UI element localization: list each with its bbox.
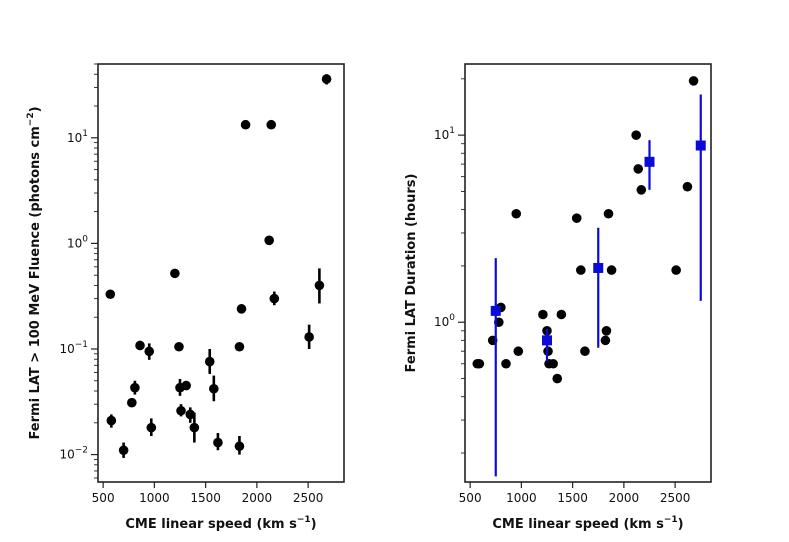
data-point bbox=[552, 373, 563, 384]
x-tick-label: 500 bbox=[92, 491, 115, 505]
data-point bbox=[118, 445, 129, 456]
binned-mean-marker bbox=[542, 335, 552, 346]
x-tick-label: 2000 bbox=[609, 491, 640, 505]
data-point bbox=[236, 304, 247, 314]
binned-mean-marker bbox=[644, 156, 655, 167]
data-point bbox=[474, 358, 485, 369]
data-point bbox=[266, 119, 277, 130]
y-tick-label: 100 bbox=[434, 313, 455, 329]
data-point bbox=[636, 185, 647, 195]
data-point bbox=[631, 130, 641, 140]
data-point bbox=[209, 383, 219, 394]
data-point bbox=[144, 346, 155, 357]
data-point bbox=[130, 382, 140, 393]
data-point bbox=[127, 397, 137, 408]
data-point bbox=[576, 265, 586, 275]
data-point bbox=[511, 208, 522, 219]
y-tick-label-base: 10 bbox=[434, 128, 449, 142]
y-tick-label: 101 bbox=[67, 129, 88, 145]
y-tick-label: 100 bbox=[67, 234, 88, 250]
y-tick-label-exponent: 1 bbox=[449, 126, 455, 136]
x-tick-label: 2000 bbox=[242, 491, 273, 505]
data-point bbox=[556, 309, 567, 320]
data-point bbox=[185, 409, 196, 420]
data-point bbox=[538, 309, 548, 320]
data-point bbox=[321, 74, 332, 84]
data-point bbox=[304, 332, 314, 342]
data-point bbox=[189, 422, 200, 433]
binned-mean-marker bbox=[695, 140, 706, 151]
data-point bbox=[181, 380, 191, 391]
data-point bbox=[682, 181, 693, 192]
x-tick-label: 500 bbox=[459, 491, 482, 505]
x-tick-label: 2500 bbox=[293, 491, 324, 505]
fluence-plot-frame bbox=[97, 63, 345, 483]
data-point bbox=[234, 341, 245, 352]
data-point bbox=[240, 119, 251, 130]
data-point bbox=[146, 422, 157, 433]
data-point bbox=[513, 346, 524, 357]
data-point bbox=[176, 405, 186, 416]
data-point bbox=[204, 356, 215, 367]
y-tick-label-exponent: −1 bbox=[75, 340, 88, 350]
fluence-y-axis-label: Fermi LAT > 100 MeV Fluence (photons cm−… bbox=[26, 106, 43, 439]
data-point bbox=[174, 341, 184, 352]
data-point bbox=[688, 76, 699, 86]
data-point bbox=[600, 335, 611, 346]
y-tick-label-exponent: 0 bbox=[449, 313, 455, 323]
data-point bbox=[234, 441, 245, 452]
y-tick-label-exponent: 0 bbox=[82, 234, 88, 244]
data-point bbox=[671, 265, 681, 275]
duration-marks bbox=[472, 76, 706, 477]
data-point bbox=[571, 213, 582, 223]
data-point bbox=[170, 268, 180, 279]
data-point bbox=[135, 340, 145, 351]
data-point bbox=[606, 265, 617, 275]
data-point bbox=[603, 208, 614, 219]
x-tick-label: 1000 bbox=[139, 491, 170, 505]
y-tick-label: 10−1 bbox=[59, 340, 88, 356]
y-tick-label-base: 10 bbox=[434, 315, 449, 329]
data-point bbox=[548, 358, 558, 369]
binned-mean-marker bbox=[593, 262, 604, 273]
y-tick-label: 10−2 bbox=[59, 446, 88, 462]
data-point bbox=[314, 280, 325, 291]
binned-mean-marker bbox=[490, 305, 501, 316]
x-tick-label: 1500 bbox=[557, 491, 588, 505]
duration-y-axis-label: Fermi LAT Duration (hours) bbox=[404, 174, 419, 373]
x-tick-label: 1000 bbox=[506, 491, 537, 505]
duration-plot-frame bbox=[464, 63, 712, 483]
y-tick-label: 101 bbox=[434, 126, 455, 142]
data-point bbox=[105, 289, 116, 300]
data-point bbox=[106, 415, 117, 426]
data-point bbox=[580, 346, 590, 357]
data-point bbox=[633, 164, 644, 174]
x-tick-label: 1500 bbox=[190, 491, 221, 505]
duration-x-axis-label: CME linear speed (km s−1) bbox=[492, 515, 683, 532]
y-tick-label-base: 10 bbox=[67, 236, 82, 250]
data-point bbox=[213, 437, 223, 448]
y-tick-label-exponent: −2 bbox=[75, 446, 88, 456]
fluence-x-axis-label: CME linear speed (km s−1) bbox=[125, 515, 316, 532]
y-tick-label-base: 10 bbox=[59, 448, 74, 462]
y-tick-label-exponent: 1 bbox=[82, 129, 88, 139]
y-tick-label-base: 10 bbox=[67, 131, 82, 145]
data-point bbox=[264, 235, 274, 246]
fluence-marks bbox=[105, 74, 332, 458]
y-tick-label-base: 10 bbox=[59, 342, 74, 356]
data-point bbox=[601, 326, 612, 336]
data-point bbox=[269, 293, 280, 304]
x-tick-label: 2500 bbox=[660, 491, 691, 505]
data-point bbox=[501, 358, 511, 369]
